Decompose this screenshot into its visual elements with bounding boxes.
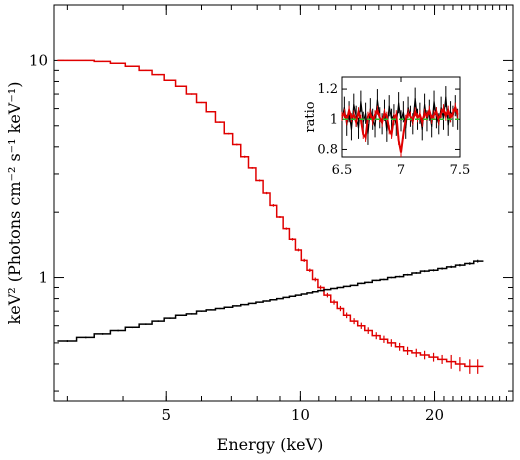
main-axis-ticks: 5 10 20 1 10 (29, 5, 514, 424)
x-tick-label: 5 (161, 406, 171, 424)
main-plot-frame (53, 4, 514, 402)
x-axis-title: Energy (keV) (217, 435, 324, 454)
y-tick-label: 1 (38, 269, 48, 287)
inset-x-tick-label: 7.5 (450, 163, 471, 178)
inset-axis-ticks: 6.5 7 7.5 0.8 1 1.2 (317, 77, 470, 178)
inset-y-tick-label: 1 (330, 112, 338, 127)
inset-y-tick-label: 0.8 (317, 142, 338, 157)
x-tick-label: 20 (425, 406, 444, 424)
inset-x-tick-label: 6.5 (332, 163, 353, 178)
inset-y-axis-title: ratio (303, 101, 318, 132)
inset-x-tick-label: 7 (397, 163, 405, 178)
series-1-step-line (57, 260, 484, 342)
y-axis-title: keV² (Photons cm⁻² s⁻¹ keV⁻¹) (5, 82, 24, 325)
main-series-layer (57, 59, 484, 374)
y-tick-label: 10 (29, 51, 48, 69)
inset-y-tick-label: 1.2 (317, 82, 338, 97)
x-tick-label: 10 (291, 406, 310, 424)
